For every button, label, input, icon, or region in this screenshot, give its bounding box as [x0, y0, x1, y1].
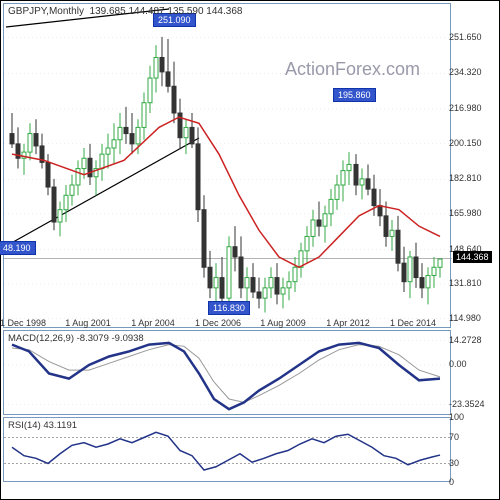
chart-container: GBPJPY,Monthly 139.685 144.487 135.590 1… — [0, 0, 500, 500]
x-tick: 1 Dec 1998 — [0, 318, 46, 328]
rsi-panel[interactable]: RSI(14) 43.1191 — [3, 417, 451, 482]
rsi-ytick: 70 — [449, 432, 459, 442]
price-ytick: 114.980 — [449, 313, 481, 323]
rsi-ytick: 30 — [449, 458, 459, 468]
macd-ytick: 14.2728 — [449, 335, 482, 345]
price-ytick: 200.150 — [449, 138, 482, 148]
current-price-flag: 144.368 — [453, 251, 492, 263]
macd-panel[interactable]: MACD(12,26,9) -8.3079 -9.0938 — [3, 330, 451, 415]
macd-y-axis: 14.2728 0.00 -23.3524 — [449, 330, 497, 415]
price-label-low1: 48.190 — [0, 241, 36, 255]
x-tick: 1 Aug 2009 — [260, 318, 306, 328]
x-tick: 1 Aug 2001 — [65, 318, 111, 328]
price-ytick: 182.810 — [449, 173, 482, 183]
price-label-peak2: 195.860 — [333, 88, 376, 102]
price-ytick: 131.810 — [449, 278, 482, 288]
macd-ytick: 0.00 — [449, 359, 467, 369]
ohlc-text: 139.685 144.487 135.590 144.368 — [90, 6, 243, 17]
rsi-y-axis: 10070300 — [449, 417, 497, 482]
symbol-text: GBPJPY,Monthly — [8, 6, 84, 17]
x-axis-labels: 1 Dec 1998 1 Aug 2001 1 Apr 2004 1 Dec 2006… — [3, 314, 451, 328]
rsi-ytick: 0 — [449, 477, 454, 487]
price-label-low2: 116.830 — [208, 301, 250, 315]
price-ytick: 234.320 — [449, 67, 482, 77]
rsi-label: RSI(14) 43.1191 — [8, 420, 77, 431]
price-y-axis: 251.650 234.320 216.980 200.150 182.810 165.9… — [449, 3, 497, 328]
x-tick: 1 Dec 2006 — [195, 318, 241, 328]
macd-label: MACD(12,26,9) -8.3079 -9.0938 — [8, 333, 144, 344]
macd-ytick: -23.3524 — [449, 399, 485, 409]
rsi-ytick: 100 — [449, 412, 464, 422]
x-tick: 1 Apr 2012 — [326, 318, 370, 328]
price-ytick: 165.980 — [449, 208, 482, 218]
price-panel[interactable]: GBPJPY,Monthly 139.685 144.487 135.590 1… — [3, 3, 451, 328]
price-ytick: 251.650 — [449, 32, 482, 42]
chart-title: GBPJPY,Monthly 139.685 144.487 135.590 1… — [8, 6, 242, 17]
x-tick: 1 Apr 2004 — [131, 318, 175, 328]
price-ytick: 216.980 — [449, 103, 482, 113]
price-chart-svg — [4, 4, 452, 329]
x-tick: 1 Dec 2014 — [390, 318, 436, 328]
